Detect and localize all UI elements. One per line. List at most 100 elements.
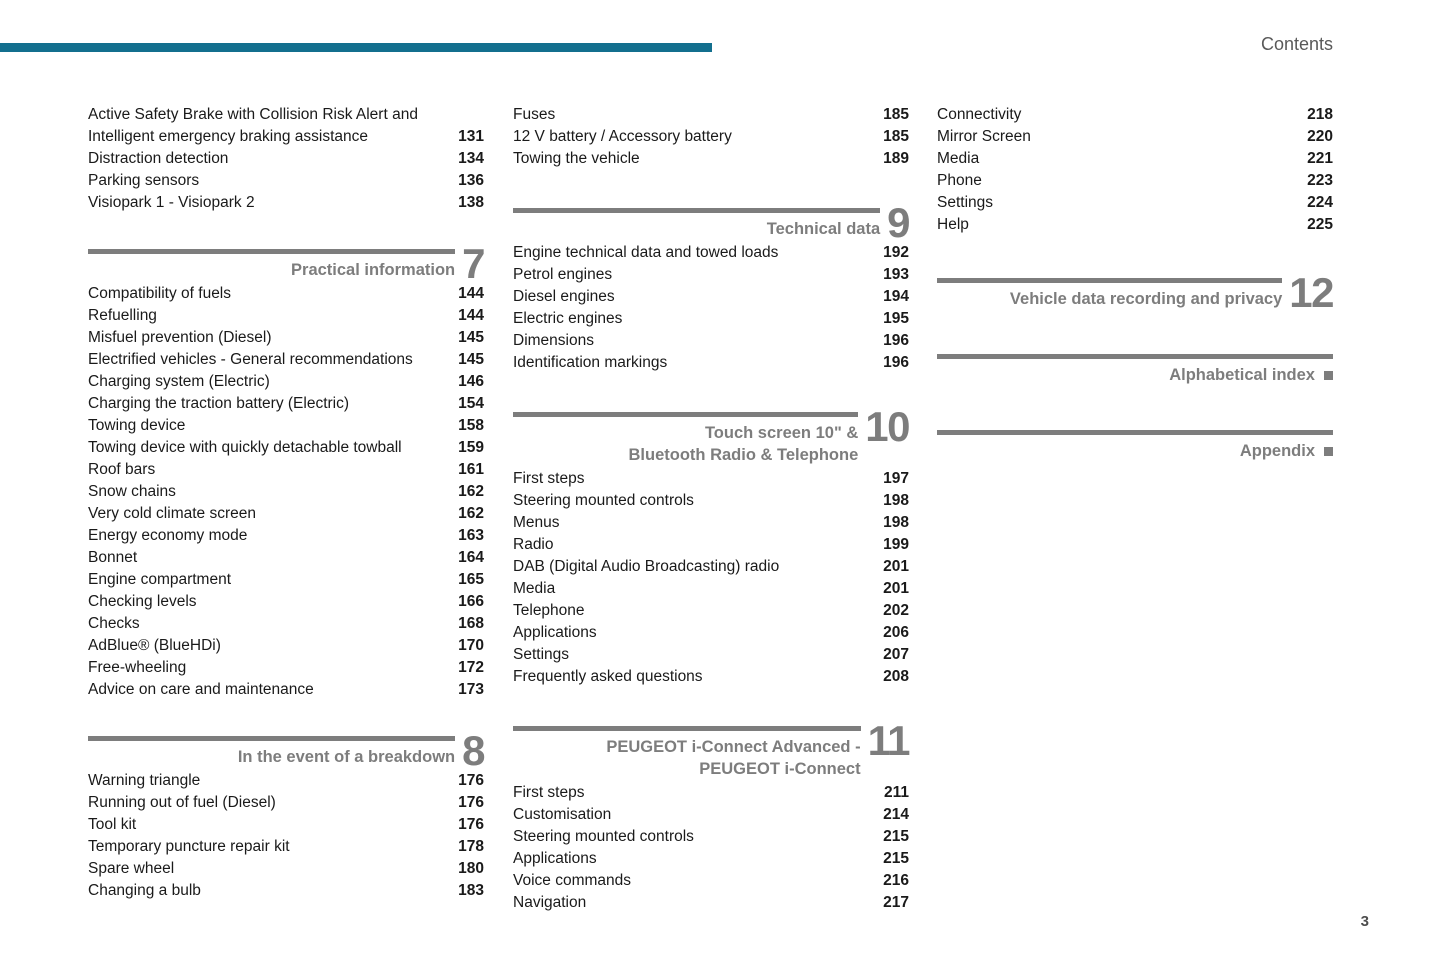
toc-entry-page: 165 xyxy=(458,571,484,588)
toc-entry: Engine technical data and towed loads 192 xyxy=(513,242,909,264)
toc-entry-label: Applications xyxy=(513,624,597,641)
toc-entry: Radio 199 xyxy=(513,534,909,556)
toc-entry-page: 194 xyxy=(883,288,909,305)
toc-entry-page: 166 xyxy=(458,593,484,610)
toc-entry-label: Spare wheel xyxy=(88,860,175,877)
toc-entry: Energy economy mode 163 xyxy=(88,525,484,547)
toc-entry: Towing device 158 xyxy=(88,415,484,437)
toc-entry: Navigation 217 xyxy=(513,892,909,914)
toc-entry-page: 159 xyxy=(458,439,484,456)
toc-entry: Electrified vehicles - General recommend… xyxy=(88,349,484,371)
toc-entry: Electric engines 195 xyxy=(513,308,909,330)
toc-entry-page: 221 xyxy=(1307,150,1333,167)
section-header: In the event of a breakdown 8 xyxy=(88,730,485,772)
section-rule xyxy=(937,430,1333,435)
section-rule xyxy=(937,354,1333,359)
toc-entry: First steps 211 xyxy=(513,782,909,804)
toc-entry: Applications 206 xyxy=(513,622,909,644)
section-rule xyxy=(513,208,881,213)
page-number: 3 xyxy=(1360,913,1369,930)
toc-entry: Petrol engines 193 xyxy=(513,264,909,286)
toc-entry-label: Telephone xyxy=(513,602,585,619)
toc-entry-label: Connectivity xyxy=(937,106,1022,123)
toc-section: Appendix xyxy=(937,428,1333,464)
section-title-line: Appendix xyxy=(937,440,1333,462)
toc-entry-page: 176 xyxy=(458,794,484,811)
toc-entry-label: DAB (Digital Audio Broadcasting) radio xyxy=(513,558,780,575)
toc-entry: Advice on care and maintenance 173 xyxy=(88,679,484,701)
toc-entry: Applications 215 xyxy=(513,848,909,870)
toc-entry-label: Diesel engines xyxy=(513,288,615,305)
toc-column-1: Active Safety Brake with Collision Risk … xyxy=(88,104,485,902)
toc-column-2: Fuses 185 12 V battery / Accessory battery… xyxy=(513,104,911,914)
toc-entry-page: 193 xyxy=(883,266,909,283)
section-title-line: Practical information xyxy=(291,261,456,279)
toc-entry: Charging system (Electric) 146 xyxy=(88,371,484,393)
toc-entry-page: 162 xyxy=(458,483,484,500)
toc-entry-page: 196 xyxy=(883,332,909,349)
toc-entry-label: Warning triangle xyxy=(88,772,201,789)
toc-entry: Settings 224 xyxy=(937,192,1333,214)
toc-entry-label: Charging the traction battery (Electric) xyxy=(88,395,350,412)
section-title-line: PEUGEOT i-Connect Advanced - xyxy=(606,738,861,756)
toc-entry-page: 185 xyxy=(883,128,909,145)
section-rule xyxy=(513,412,859,417)
toc-section: Technical data 9 Engine technical data and… xyxy=(513,199,910,374)
section-header: Technical data 9 xyxy=(513,199,910,246)
toc-section: Active Safety Brake with Collision Risk … xyxy=(88,104,484,214)
toc-entry-label: Menus xyxy=(513,514,560,531)
toc-entry: Free-wheeling 172 xyxy=(88,657,484,679)
toc-entry-label: Media xyxy=(513,580,556,597)
toc-entry-page: 134 xyxy=(458,150,484,167)
toc-entry-label: Identification markings xyxy=(513,354,668,371)
toc-entry: Bonnet 164 xyxy=(88,547,484,569)
section-number: 9 xyxy=(887,199,910,246)
toc-entry-label: Active Safety Brake with Collision Risk … xyxy=(88,106,418,123)
toc-entry-page: 211 xyxy=(883,784,909,801)
toc-entry-label: Electrified vehicles - General recommend… xyxy=(88,351,413,368)
toc-entry-page: 161 xyxy=(458,461,484,478)
toc-entry-label: Applications xyxy=(513,850,597,867)
section-rule xyxy=(88,736,456,741)
toc-entry: Roof bars 161 xyxy=(88,459,484,481)
toc-entry-label: Navigation xyxy=(513,894,587,911)
toc-entry-page: 176 xyxy=(458,772,484,789)
toc-entry-page: 145 xyxy=(458,351,484,368)
section-square-marker xyxy=(1324,447,1333,456)
toc-entry-page: 136 xyxy=(458,172,484,189)
toc-entry-label: Towing device xyxy=(88,417,186,434)
toc-section: Touch screen 10" & Bluetooth Radio & Tele… xyxy=(513,403,910,688)
toc-entry-label: Distraction detection xyxy=(88,150,229,167)
toc-entry: Intelligent emergency braking assistance… xyxy=(88,126,484,148)
toc-entry: Mirror Screen 220 xyxy=(937,126,1333,148)
toc-entry: Menus 198 xyxy=(513,512,909,534)
toc-entry-label: Compatibility of fuels xyxy=(88,285,232,302)
section-rule xyxy=(937,278,1283,283)
toc-entry-label: Mirror Screen xyxy=(937,128,1031,145)
toc-section: Connectivity 218 Mirror Screen 220 Media 221 P… xyxy=(937,104,1333,236)
toc-entry-label: Misfuel prevention (Diesel) xyxy=(88,329,272,346)
toc-entry-page: 131 xyxy=(458,128,484,145)
section-title-line: Alphabetical index xyxy=(937,364,1333,386)
toc-entry-label: Roof bars xyxy=(88,461,156,478)
toc-entry: AdBlue® (BlueHDi) 170 xyxy=(88,635,484,657)
toc-entry-page: 225 xyxy=(1307,216,1333,233)
toc-entry-page: 201 xyxy=(883,580,909,597)
section-number: 10 xyxy=(865,403,910,450)
toc-entry-label: Energy economy mode xyxy=(88,527,248,544)
toc-entry-label: Settings xyxy=(513,646,570,663)
section-title: Practical information xyxy=(88,259,455,281)
toc-entry: Tool kit 176 xyxy=(88,814,484,836)
section-title: Alphabetical index xyxy=(937,364,1333,386)
toc-entry: Voice commands 216 xyxy=(513,870,909,892)
toc-entry-label: Engine compartment xyxy=(88,571,232,588)
toc-entry-label: Towing device with quickly detachable to… xyxy=(88,439,402,456)
toc-entry: Towing the vehicle 189 xyxy=(513,148,909,170)
toc-entry-label: First steps xyxy=(513,784,585,801)
toc-entry-page: 178 xyxy=(458,838,484,855)
section-title: Appendix xyxy=(937,440,1333,462)
toc-entry-page: 144 xyxy=(458,307,484,324)
toc-entry: Dimensions 196 xyxy=(513,330,909,352)
section-number: 11 xyxy=(867,717,911,764)
